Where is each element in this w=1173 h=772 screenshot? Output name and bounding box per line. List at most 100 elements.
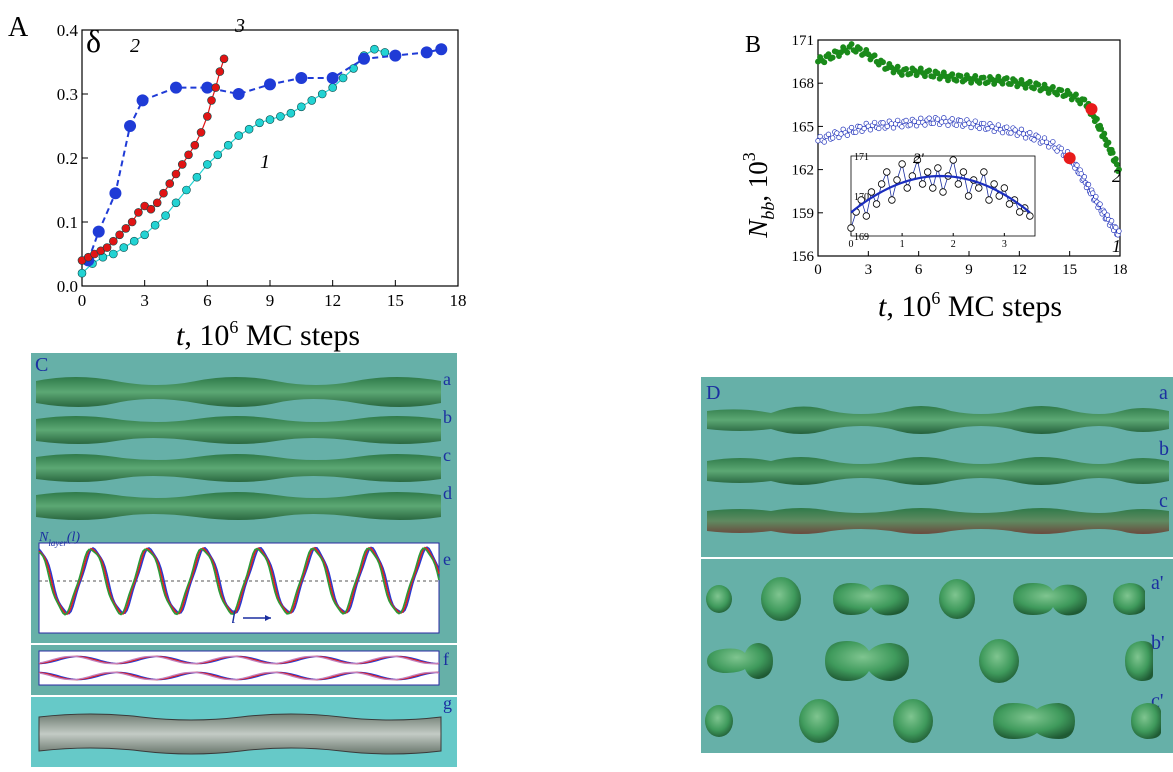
chart-b-inset-point bbox=[877, 180, 886, 188]
chart-b-inset-point bbox=[975, 184, 983, 192]
chart-b-point-series-1 bbox=[1078, 171, 1084, 177]
chart-b-point-series-1 bbox=[1104, 212, 1111, 218]
chart-b-point-series-2 bbox=[1007, 81, 1014, 87]
chart-b-inset-point bbox=[964, 192, 973, 200]
row-label-d-a-prime: a' bbox=[1151, 572, 1163, 594]
chart-b-point-series-2 bbox=[984, 79, 991, 86]
chart-a-point-series-1 bbox=[380, 48, 390, 57]
chart-b-svg: B Nbb, 103 0 3 6 9 12 15 181561591621651681712… bbox=[739, 32, 1128, 323]
chart-b-point-series-2 bbox=[856, 45, 863, 52]
chart-a-point-series-1 bbox=[349, 64, 358, 73]
chart-a-point-series-1 bbox=[317, 89, 327, 99]
panel-c: C a b c d e f g Nlayer(l) l bbox=[31, 353, 457, 767]
chart-b-point-series-1 bbox=[876, 125, 882, 132]
chart-b-point-series-1 bbox=[1054, 148, 1060, 154]
chart-a-point-series-3 bbox=[102, 243, 112, 252]
chart-a-point-series-1 bbox=[213, 150, 223, 160]
chart-b-inset-point bbox=[1005, 200, 1014, 208]
chart-b-point-series-1 bbox=[1101, 209, 1107, 215]
panel-d: D a b c a' b' c' bbox=[701, 377, 1173, 753]
droplet-pair bbox=[1113, 583, 1145, 615]
chart-b-inset-ytick-label: 171 bbox=[854, 152, 869, 163]
cylinder-b bbox=[36, 416, 441, 444]
chart-b-point-series-1 bbox=[844, 132, 851, 138]
droplet bbox=[1131, 703, 1161, 739]
row-label-d-c: c bbox=[1159, 490, 1168, 512]
chart-a-xtick-label: 0 bbox=[78, 291, 87, 310]
chart-b-xtick-label: 18 bbox=[1113, 262, 1128, 278]
chart-b-inset-point bbox=[929, 184, 937, 192]
chart-b-point-series-1 bbox=[895, 117, 901, 123]
chart-a-point-series-2 bbox=[435, 43, 448, 56]
droplet bbox=[939, 579, 975, 619]
chart-b-ytick-label: 156 bbox=[792, 249, 815, 265]
chart-b-inset-xtick-label: 1 bbox=[900, 239, 905, 250]
chart-b-inset-point bbox=[913, 156, 922, 164]
chart-b-point-series-2 bbox=[907, 70, 914, 77]
droplet bbox=[893, 699, 933, 743]
chart-b-point-series-2 bbox=[1112, 155, 1119, 162]
chart-b-point-series-2 bbox=[1054, 91, 1061, 98]
chart-a-xtick-label: 9 bbox=[266, 291, 275, 310]
chart-a-point-series-2 bbox=[124, 120, 137, 132]
chart-a-point-series-3 bbox=[165, 179, 175, 188]
chart-b-point-series-2 bbox=[894, 63, 901, 70]
chart-a-xtick-label: 3 bbox=[140, 291, 149, 310]
chart-b-inset-point bbox=[1015, 208, 1024, 216]
chart-b-point-series-1 bbox=[825, 131, 832, 137]
chart-b-point-series-1 bbox=[861, 125, 867, 132]
row-label-c-g: g bbox=[443, 693, 452, 713]
chart-b-point-series-1 bbox=[884, 123, 890, 129]
chart-a-point-series-1 bbox=[192, 172, 202, 182]
chart-a-point-series-2 bbox=[136, 94, 149, 107]
chart-b-point-series-1 bbox=[949, 116, 955, 122]
chart-a-point-series-1 bbox=[203, 160, 212, 169]
chart-a-xtick-label: 6 bbox=[203, 291, 212, 310]
chart-a-point-series-3 bbox=[190, 140, 200, 150]
chart-b-inset-point bbox=[985, 196, 993, 204]
panel-label-a: A bbox=[8, 12, 29, 43]
chart-b-point-series-1 bbox=[1113, 224, 1119, 231]
panel-d-svg: D a b c a' b' c' bbox=[701, 377, 1173, 753]
chart-b-series-label-1: 1 bbox=[1112, 236, 1121, 256]
chart-a-point-series-1 bbox=[109, 249, 118, 259]
chart-b-ytick-label: 162 bbox=[792, 163, 815, 179]
chart-b-series-label-2: 2 bbox=[1112, 166, 1121, 186]
chart-a-point-series-3 bbox=[115, 230, 124, 240]
chart-a-series-label-2: 2 bbox=[130, 35, 140, 57]
droplet bbox=[799, 699, 839, 743]
droplet-pair bbox=[833, 583, 909, 616]
chart-b-point-series-2 bbox=[1081, 96, 1088, 103]
chart-b-inset-xtick-label: 0 bbox=[849, 239, 854, 250]
chart-a-frame bbox=[81, 29, 459, 287]
chart-a-point-series-3 bbox=[109, 236, 118, 246]
chart-a-point-series-2 bbox=[232, 88, 245, 100]
chart-b-inset-point bbox=[1000, 184, 1009, 192]
chart-b-point-series-2 bbox=[1109, 149, 1116, 156]
droplet bbox=[761, 577, 801, 621]
chart-a-ytick-label: 0.4 bbox=[57, 21, 79, 40]
chart-b-point-series-1 bbox=[1097, 201, 1103, 207]
row-label-c-d: d bbox=[443, 483, 452, 503]
chart-b-point-series-1 bbox=[848, 124, 855, 131]
chart-a-series-label-1: 1 bbox=[260, 151, 270, 173]
row-label-c-f: f bbox=[443, 649, 449, 669]
chart-b-point-series-2 bbox=[972, 72, 979, 79]
chart-a-point-series-1 bbox=[129, 236, 139, 246]
chart-b-point-series-1 bbox=[934, 116, 941, 122]
chart-b-inset-point bbox=[893, 176, 901, 184]
chart-b-point-series-1 bbox=[857, 124, 863, 130]
chart-b-point-series-2 bbox=[1093, 116, 1100, 122]
profile-f-curve bbox=[38, 655, 440, 665]
chart-b-point-series-2 bbox=[1003, 75, 1010, 82]
chart-b-point-series-1 bbox=[957, 118, 964, 124]
chart-b-point-series-2 bbox=[1113, 161, 1120, 168]
chart-b-point-series-2 bbox=[999, 80, 1006, 87]
chart-b-ytick-label: 165 bbox=[792, 119, 815, 135]
chart-b-point-series-1 bbox=[972, 118, 978, 124]
row-label-d-b-prime: b' bbox=[1151, 632, 1165, 654]
chart-b-point-series-2 bbox=[880, 59, 886, 66]
chart-a-point-series-1 bbox=[234, 131, 243, 140]
chart-b-point-series-2 bbox=[1101, 130, 1108, 137]
